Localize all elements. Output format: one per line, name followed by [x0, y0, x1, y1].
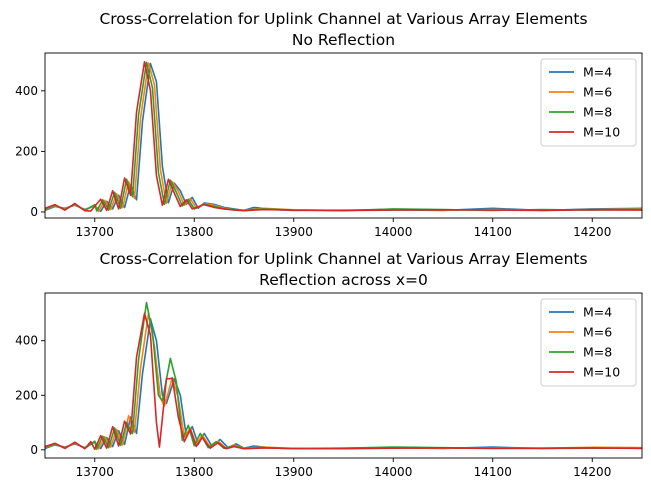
- legend-label: M=10: [583, 125, 620, 140]
- legend-label: M=6: [583, 85, 612, 100]
- x-tick-label: 13700: [76, 225, 114, 239]
- y-tick-label: 400: [15, 334, 38, 348]
- y-tick-label: 0: [30, 443, 38, 457]
- legend-box: [540, 298, 637, 387]
- series-line-m-10: [45, 312, 642, 451]
- legend-box: [540, 58, 637, 147]
- legend-label: M=10: [583, 365, 620, 380]
- x-tick-label: 14000: [374, 465, 412, 479]
- chart-1-title: Cross-Correlation for Uplink Channel at …: [99, 10, 587, 28]
- x-tick-label: 13800: [175, 465, 213, 479]
- x-tick-label: 13900: [275, 225, 313, 239]
- y-tick-label: 200: [15, 388, 38, 402]
- chart-1-subtitle: No Reflection: [292, 31, 395, 49]
- series-line-m-10: [45, 60, 642, 212]
- legend-label: M=8: [583, 105, 612, 120]
- legend-label: M=8: [583, 345, 612, 360]
- chart-1-panel: 13700 13800 13900 14000 14100 14200 0 200 400 M=4…: [15, 52, 643, 239]
- chart-2-title: Cross-Correlation for Uplink Channel at …: [99, 250, 587, 268]
- plot-frame: [44, 292, 643, 459]
- x-tick-label: 13800: [175, 225, 213, 239]
- x-tick-label: 14200: [573, 225, 611, 239]
- chart-2-subtitle: Reflection across x=0: [259, 271, 428, 289]
- legend-label: M=6: [583, 325, 612, 340]
- y-tick-label: 200: [15, 144, 38, 158]
- x-tick-label: 14000: [374, 225, 412, 239]
- plot-frame: [44, 52, 643, 219]
- legend-label: M=4: [583, 305, 612, 320]
- x-tick-label: 14200: [573, 465, 611, 479]
- x-tick-label: 14100: [474, 225, 512, 239]
- chart-2-panel: 13700 13800 13900 14000 14100 14200 0 200 400 M=4…: [15, 292, 643, 479]
- x-tick-label: 14100: [474, 465, 512, 479]
- x-tick-label: 13700: [76, 465, 114, 479]
- legend-label: M=4: [583, 65, 612, 80]
- x-tick-label: 13900: [275, 465, 313, 479]
- y-tick-label: 0: [30, 205, 38, 219]
- y-tick-label: 400: [15, 84, 38, 98]
